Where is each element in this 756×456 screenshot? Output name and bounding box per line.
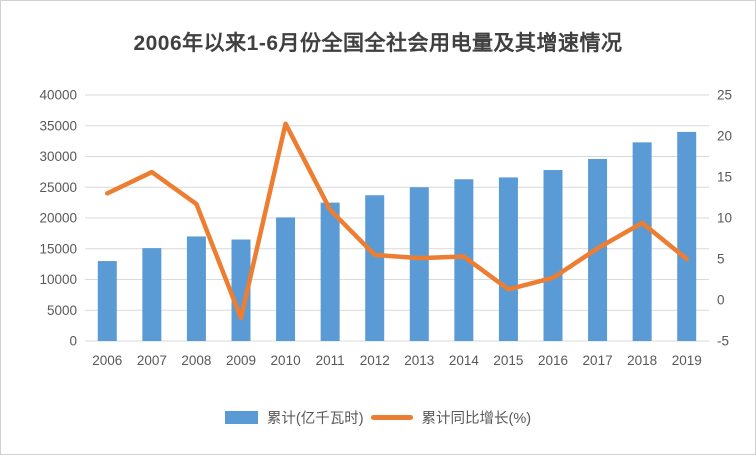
x-axis-year-label: 2007 (137, 353, 167, 368)
x-axis-year-label: 2009 (226, 353, 256, 368)
line-series-label: 累计同比增长(%) (421, 411, 532, 427)
right-axis-tick-label: 20 (717, 129, 732, 144)
bar-2014 (454, 179, 474, 341)
bar-2016 (543, 170, 563, 341)
right-axis-tick-label: 0 (717, 293, 725, 308)
left-axis-tick-label: 20000 (39, 211, 77, 226)
left-axis-tick-label: 10000 (39, 272, 77, 287)
bar-2019 (677, 131, 697, 341)
x-axis-year-label: 2019 (672, 353, 702, 368)
left-axis-tick-label: 25000 (39, 180, 77, 195)
right-axis-tick-label: 5 (717, 252, 725, 267)
x-axis-year-label: 2006 (92, 353, 122, 368)
x-axis-year-label: 2008 (181, 353, 211, 368)
bar-2015 (498, 177, 518, 341)
right-axis-tick-label: -5 (717, 334, 729, 349)
right-axis-tick-label: 15 (717, 170, 732, 185)
x-axis-year-label: 2013 (404, 353, 434, 368)
x-axis-year-label: 2015 (493, 353, 523, 368)
x-axis-year-label: 2018 (627, 353, 657, 368)
x-axis-year-label: 2017 (583, 353, 613, 368)
x-axis-year-label: 2010 (271, 353, 301, 368)
legend-item-bar-series: 累计(亿千瓦时) (224, 407, 364, 428)
bar-2013 (409, 187, 429, 341)
left-axis-tick-label: 40000 (39, 88, 77, 103)
growth-rate-line (105, 121, 689, 321)
right-axis-tick-label: 25 (717, 88, 732, 103)
left-axis-tick-label: 5000 (47, 303, 77, 318)
bar-series-label: 累计(亿千瓦时) (266, 411, 364, 427)
bar-2008 (186, 236, 206, 341)
bar-2012 (365, 195, 385, 341)
chart-title: 2006年以来1-6月份全国全社会用电量及其增速情况 (133, 32, 623, 55)
left-axis-tick-label: 35000 (39, 118, 77, 133)
x-axis-year-label: 2011 (316, 353, 345, 368)
chart-legend: 累计(亿千瓦时) 累计同比增长(%) (1, 407, 755, 428)
right-axis-tick-label: 10 (717, 211, 732, 226)
legend-item-line-series: 累计同比增长(%) (370, 407, 532, 428)
left-axis-tick-label: 30000 (39, 149, 77, 164)
x-axis-year-label: 2014 (449, 353, 480, 368)
x-axis-year-label: 2012 (360, 353, 390, 368)
bar-series-swatch-icon (224, 411, 258, 424)
bar-2006 (97, 261, 117, 341)
bar-2009 (231, 239, 251, 341)
bar-2010 (276, 217, 296, 341)
left-axis-tick-label: 15000 (39, 241, 77, 256)
line-series-swatch-icon (370, 415, 413, 420)
bar-2018 (632, 142, 652, 341)
bar-2011 (320, 202, 340, 341)
left-axis-tick-label: 0 (69, 334, 77, 349)
x-axis-year-label: 2016 (538, 353, 568, 368)
bar-2007 (142, 248, 162, 341)
